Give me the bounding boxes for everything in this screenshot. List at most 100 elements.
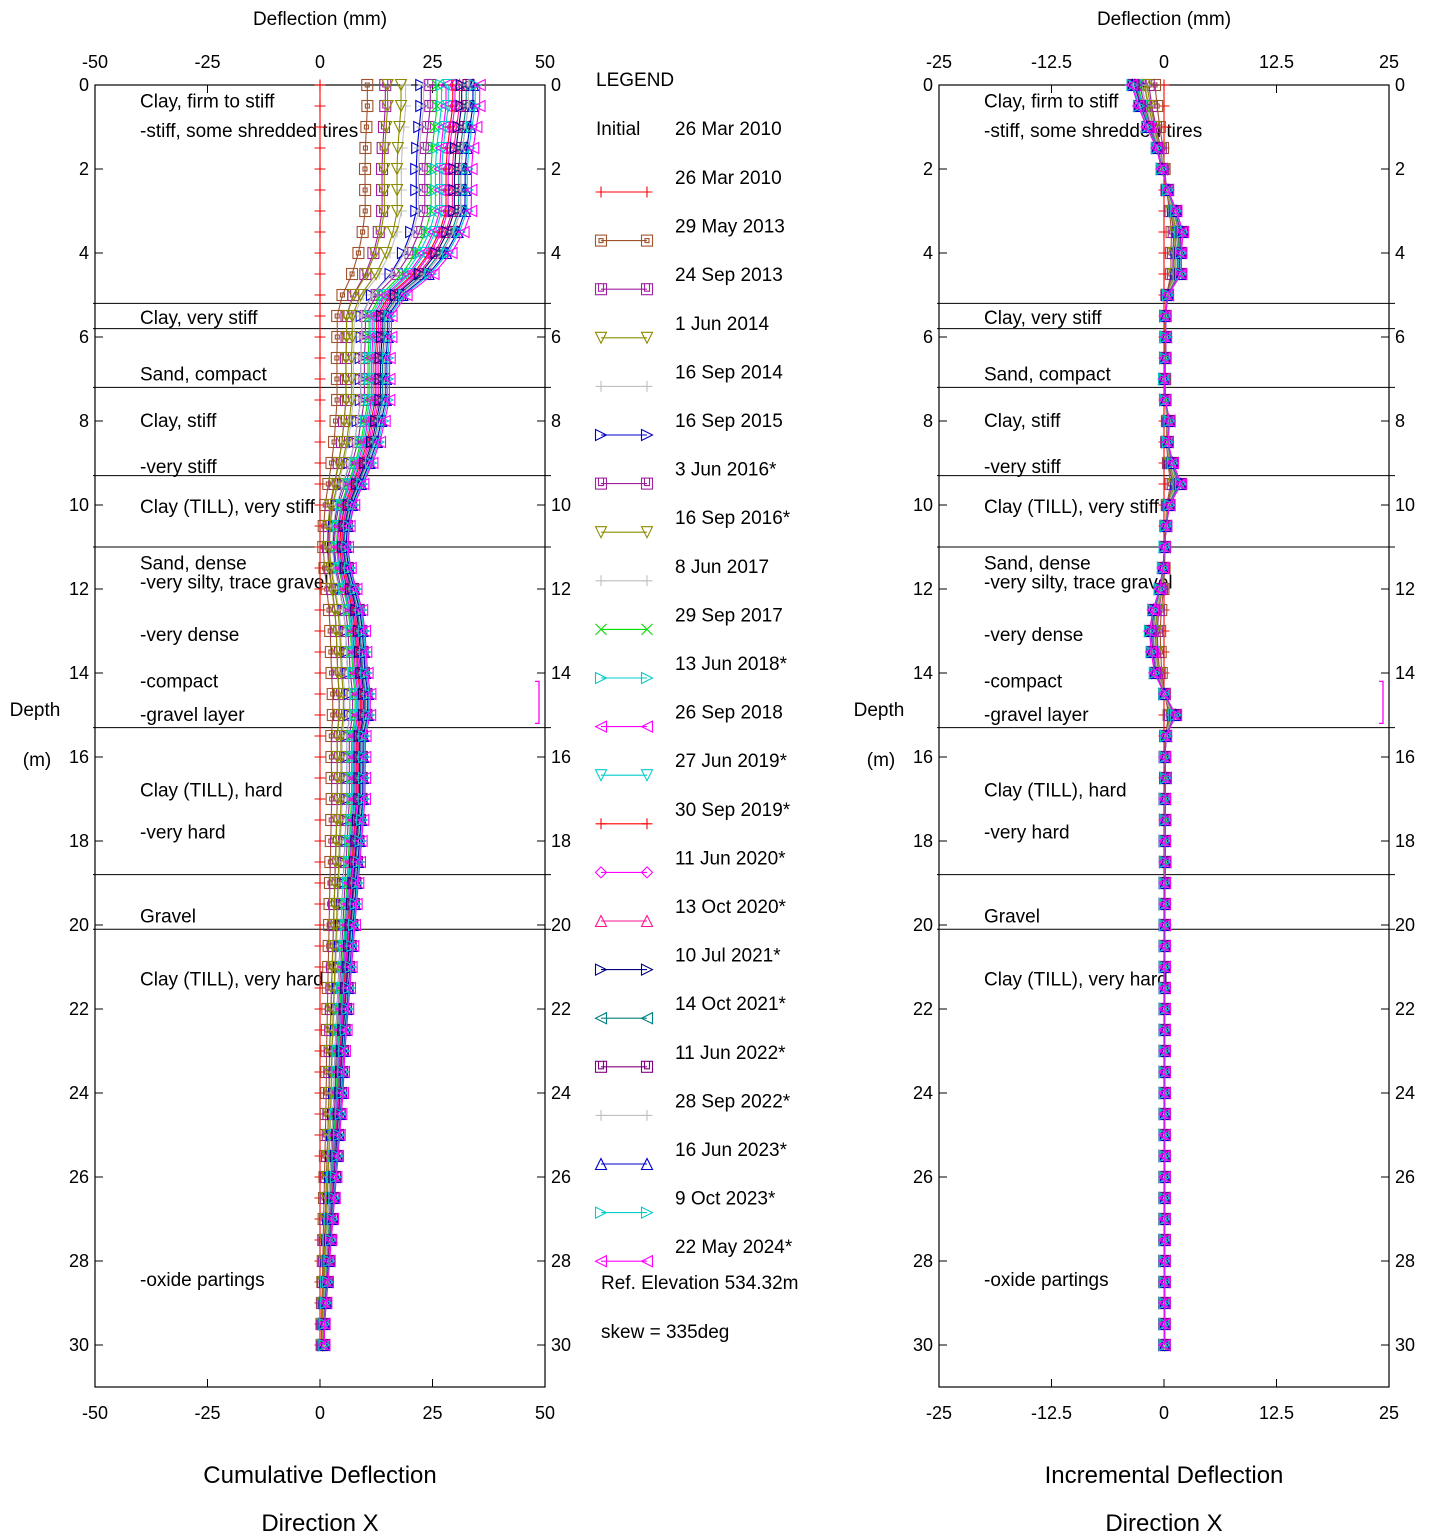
series-point bbox=[390, 162, 404, 176]
marker-inner bbox=[425, 121, 432, 130]
series-point bbox=[1124, 78, 1138, 92]
legend-series-label: 30 Sep 2019* bbox=[675, 800, 791, 821]
series-point bbox=[407, 226, 419, 238]
strata-label: Gravel bbox=[140, 907, 196, 928]
series-point bbox=[314, 142, 326, 154]
legend-marker-left bbox=[595, 186, 607, 198]
series-point bbox=[349, 582, 363, 596]
marker-dot bbox=[644, 238, 650, 244]
legend-marker-left bbox=[594, 1157, 608, 1171]
series-point bbox=[1169, 708, 1183, 722]
series-point bbox=[415, 121, 427, 133]
marker-square bbox=[594, 1060, 608, 1073]
marker-inner bbox=[422, 142, 429, 151]
legend-entry: 14 Oct 2021* bbox=[594, 994, 787, 1025]
marker-dot bbox=[364, 103, 370, 109]
series-point bbox=[314, 751, 326, 763]
series-point bbox=[345, 330, 359, 344]
marker-dot bbox=[334, 313, 340, 319]
series-point bbox=[1158, 1107, 1171, 1121]
marker-square bbox=[326, 708, 339, 722]
series-point bbox=[321, 1275, 335, 1289]
depth-tick-label-right: 12 bbox=[551, 579, 571, 599]
series-point bbox=[339, 1023, 353, 1037]
series-point bbox=[1158, 309, 1172, 323]
series-point bbox=[336, 1086, 350, 1100]
series-point bbox=[314, 583, 326, 595]
series-point bbox=[1156, 561, 1170, 575]
depth-tick-label-left: 28 bbox=[913, 1251, 933, 1271]
depth-tick-label-left: 14 bbox=[69, 663, 89, 683]
depth-tick-label-left: 28 bbox=[69, 1251, 89, 1271]
marker-dot bbox=[339, 292, 346, 298]
series-point bbox=[1144, 645, 1158, 659]
legend-marker-right bbox=[640, 720, 654, 733]
series-point bbox=[1158, 393, 1172, 407]
series-point bbox=[1158, 1149, 1171, 1163]
depth-tick-label-right: 18 bbox=[551, 831, 571, 851]
series-point bbox=[1159, 771, 1172, 785]
series-point bbox=[1158, 351, 1172, 365]
legend-series-label: 16 Sep 2016* bbox=[675, 508, 791, 529]
depth-axis-label: Depth bbox=[10, 700, 61, 721]
series-point bbox=[410, 204, 424, 218]
series-point bbox=[358, 771, 372, 785]
series-point bbox=[314, 646, 326, 658]
legend-series-label: 24 Sep 2013 bbox=[675, 265, 783, 286]
legend-entry: 27 Jun 2019* bbox=[594, 751, 788, 782]
depth-tick-label-right: 22 bbox=[1395, 999, 1415, 1019]
legend-marker-right bbox=[640, 671, 654, 685]
depth-tick-label-left: 22 bbox=[69, 999, 89, 1019]
series-point bbox=[363, 708, 377, 722]
depth-tick-label-right: 6 bbox=[1395, 327, 1405, 347]
series-point bbox=[359, 141, 372, 155]
series-point bbox=[1152, 582, 1166, 596]
depth-tick-label-right: 26 bbox=[551, 1167, 571, 1187]
series-point bbox=[1153, 582, 1167, 596]
series-point bbox=[464, 204, 478, 218]
series-point bbox=[325, 666, 338, 680]
series-point bbox=[331, 393, 344, 407]
marker-dot bbox=[334, 376, 340, 382]
series-point bbox=[337, 1065, 351, 1079]
x-tick-label-bottom: -25 bbox=[194, 1403, 220, 1423]
marker-inner bbox=[407, 247, 414, 256]
strata-label: -very silty, trace gravel bbox=[984, 573, 1173, 594]
series-group bbox=[314, 78, 486, 1352]
series-point bbox=[377, 414, 391, 428]
x-tick-label-bottom: -12.5 bbox=[1031, 1403, 1072, 1423]
series-point bbox=[314, 184, 326, 196]
series-point bbox=[354, 288, 368, 302]
legend-marker-left bbox=[594, 428, 608, 442]
series-point bbox=[1174, 246, 1188, 260]
series-point bbox=[319, 1296, 333, 1310]
series-point bbox=[412, 163, 424, 175]
top-axis-label: Deflection (mm) bbox=[253, 9, 387, 30]
legend-marker-left bbox=[594, 914, 608, 928]
legend-marker-left bbox=[595, 1109, 607, 1121]
series-point bbox=[394, 78, 408, 92]
marker-square bbox=[594, 234, 608, 247]
series-point bbox=[391, 141, 405, 155]
marker-dot bbox=[325, 481, 331, 487]
depth-tick-label-right: 20 bbox=[551, 915, 571, 935]
series-point bbox=[314, 1003, 326, 1015]
series-point bbox=[426, 267, 440, 281]
series-point bbox=[374, 372, 388, 386]
legend-marker-left bbox=[594, 477, 608, 490]
legend-marker-right bbox=[640, 526, 654, 539]
series-point bbox=[415, 99, 429, 113]
strata-label: -compact bbox=[984, 671, 1063, 692]
legend-series-label: 26 Sep 2018 bbox=[675, 703, 783, 724]
chart-subtitle: Direction X bbox=[261, 1510, 378, 1537]
series-point bbox=[347, 288, 361, 302]
legend-series-label: 3 Jun 2016* bbox=[675, 460, 777, 481]
series-point bbox=[327, 1191, 341, 1205]
depth-tick-label-right: 4 bbox=[1395, 243, 1405, 263]
series-point bbox=[366, 289, 378, 301]
series-group bbox=[1124, 78, 1190, 1352]
depth-tick-label-right: 0 bbox=[551, 75, 561, 95]
marker-square bbox=[361, 78, 374, 92]
series-point bbox=[344, 688, 356, 700]
series-point bbox=[345, 393, 359, 407]
